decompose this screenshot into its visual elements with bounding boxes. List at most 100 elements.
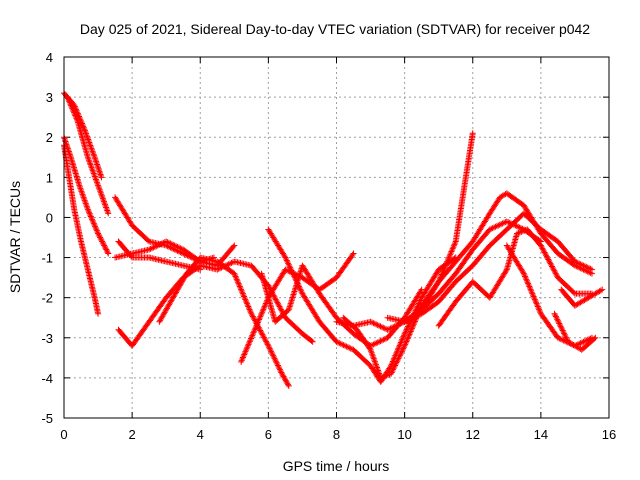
data-point	[523, 277, 530, 284]
data-point	[243, 299, 250, 306]
data-point	[256, 316, 263, 323]
data-point	[265, 342, 272, 349]
data-point	[557, 323, 564, 330]
data-point	[274, 361, 281, 368]
data-point	[87, 212, 94, 219]
data-point	[233, 274, 240, 281]
data-point	[293, 279, 300, 286]
data-point	[71, 111, 78, 118]
data-point	[336, 340, 343, 347]
data-point	[272, 356, 279, 363]
data-point	[392, 361, 399, 368]
data-point	[554, 317, 561, 324]
data-point	[402, 327, 409, 334]
data-point	[388, 324, 395, 331]
data-point	[446, 252, 453, 259]
data-point	[173, 243, 180, 250]
data-point	[241, 351, 248, 358]
data-point	[257, 328, 264, 335]
series-11	[258, 262, 425, 349]
data-point	[281, 253, 288, 260]
data-point	[340, 342, 347, 349]
data-point	[89, 166, 96, 173]
data-point	[583, 267, 590, 274]
data-point	[92, 174, 99, 181]
series-13	[340, 130, 476, 381]
data-point	[260, 306, 267, 313]
data-point	[92, 176, 99, 183]
data-point	[492, 223, 499, 230]
data-point	[505, 219, 512, 226]
data-point	[247, 309, 254, 316]
data-point	[489, 225, 496, 232]
data-point	[581, 338, 588, 345]
data-point	[395, 321, 402, 328]
data-point	[95, 182, 102, 189]
data-point	[401, 330, 408, 337]
data-point	[283, 257, 290, 264]
data-point	[91, 173, 98, 180]
data-point	[103, 206, 110, 212]
data-point	[374, 322, 381, 329]
data-point	[93, 226, 100, 233]
data-point	[259, 307, 266, 314]
data-point	[579, 339, 586, 346]
data-point	[289, 270, 296, 277]
data-point	[500, 219, 507, 226]
data-point	[450, 242, 457, 249]
data-point	[249, 331, 256, 338]
data-point	[99, 239, 106, 246]
data-point	[77, 186, 84, 193]
data-point	[247, 336, 254, 343]
data-point	[258, 310, 265, 317]
data-point	[175, 244, 182, 251]
data-point	[552, 312, 559, 319]
data-point	[228, 259, 235, 266]
data-point	[548, 262, 555, 269]
data-point	[308, 337, 315, 344]
data-point	[151, 243, 158, 250]
data-point	[529, 292, 536, 299]
data-point	[544, 255, 551, 262]
data-point	[444, 258, 451, 265]
data-point	[536, 306, 543, 313]
y-tick-label: 3	[46, 90, 53, 105]
data-point	[90, 170, 97, 177]
data-point	[384, 326, 391, 333]
data-point	[556, 321, 563, 328]
data-point	[337, 340, 344, 347]
data-point	[97, 234, 104, 241]
data-point	[531, 296, 538, 303]
data-point	[591, 335, 598, 342]
data-point	[385, 372, 392, 379]
data-point	[68, 104, 75, 111]
data-points	[61, 90, 606, 389]
data-point	[249, 312, 256, 319]
data-point	[97, 189, 104, 196]
x-tick-label: 0	[60, 427, 67, 442]
data-point	[291, 274, 298, 281]
data-point	[380, 336, 387, 343]
data-point	[388, 369, 395, 376]
data-point	[449, 247, 456, 254]
x-tick-label: 2	[129, 427, 136, 442]
data-point	[540, 248, 547, 255]
data-point	[584, 336, 591, 343]
data-point	[546, 257, 553, 264]
data-point	[394, 356, 401, 363]
data-point	[407, 328, 414, 335]
data-point	[405, 323, 412, 330]
data-point	[525, 282, 532, 289]
data-point	[85, 138, 92, 145]
data-point	[99, 194, 106, 201]
data-point	[388, 370, 394, 377]
data-point	[96, 185, 103, 192]
data-point	[80, 194, 87, 201]
data-point	[66, 98, 73, 105]
data-point	[92, 223, 99, 230]
data-point	[266, 345, 273, 352]
data-point	[70, 108, 77, 115]
data-point	[246, 306, 253, 313]
data-point	[530, 293, 537, 300]
data-point	[537, 242, 544, 249]
